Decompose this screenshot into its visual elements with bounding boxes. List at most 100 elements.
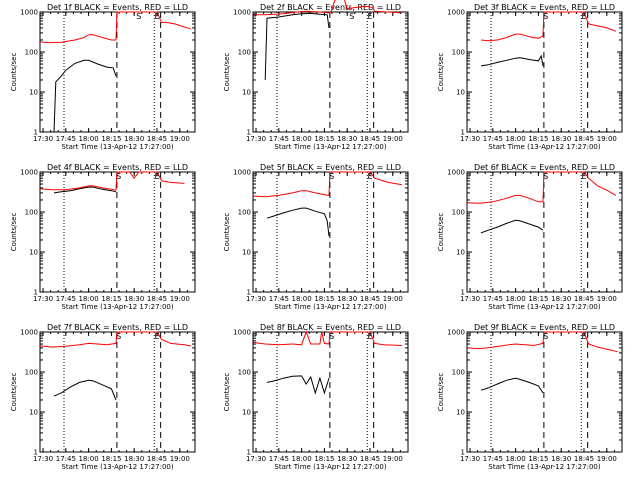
y-tick-label: 100 <box>452 369 465 377</box>
panel-1: Det 1f BLACK = Events, RED = LLD 17:30 17:… <box>10 3 196 151</box>
x-tick-label: 17:45 <box>483 135 503 143</box>
panel-8: Det 8f BLACK = Events, RED = LLD 17:30 17:… <box>223 323 409 471</box>
x-tick-label: 17:30 <box>460 295 480 303</box>
x-axis-label: Start Time (13-Apr-12 17:27:00) <box>61 303 173 311</box>
marker-s: S <box>329 332 334 341</box>
x-tick-label: 18:30 <box>551 135 571 143</box>
x-axis-label: Start Time (13-Apr-12 17:27:00) <box>274 463 386 471</box>
x-tick-label: 17:45 <box>269 135 289 143</box>
plot-frame <box>252 331 409 453</box>
y-tick-label: 1000 <box>447 9 465 17</box>
series-lld-red <box>40 11 191 44</box>
x-tick-label: 18:30 <box>124 295 144 303</box>
panel-4: Det 4f BLACK = Events, RED = LLD 17:30 17:… <box>10 163 196 311</box>
x-tick-label: 18:45 <box>574 135 594 143</box>
y-tick-label: 100 <box>238 209 251 217</box>
y-tick-label: 1000 <box>447 329 465 337</box>
marker-e: E <box>154 332 159 341</box>
panel-title: Det 4f BLACK = Events, RED = LLD <box>47 163 188 172</box>
x-tick-label: 17:30 <box>246 135 266 143</box>
x-tick-label: 17:30 <box>33 455 53 463</box>
plot-frame <box>252 171 409 293</box>
x-tick-label: 18:15 <box>314 295 334 303</box>
x-tick-label: 19:00 <box>383 135 403 143</box>
x-tick-label: 18:00 <box>79 295 99 303</box>
x-tick-label: 18:15 <box>314 455 334 463</box>
x-tick-label: 18:30 <box>337 455 357 463</box>
y-tick-label: 100 <box>452 49 465 57</box>
x-tick-label: 19:00 <box>597 455 617 463</box>
y-axis-label: Counts/sec <box>223 373 231 412</box>
panel-title: Det 1f BLACK = Events, RED = LLD <box>47 3 188 12</box>
series-events-black <box>53 379 117 401</box>
x-axis-label: Start Time (13-Apr-12 17:27:00) <box>274 143 386 151</box>
y-tick-label: 1000 <box>233 329 251 337</box>
x-tick-label: 18:30 <box>337 135 357 143</box>
x-tick-label: 18:15 <box>101 135 121 143</box>
y-tick-label: 10 <box>456 409 465 417</box>
x-tick-label: 18:00 <box>292 455 312 463</box>
marker-e: E <box>581 332 586 341</box>
series-events-black <box>264 12 330 81</box>
y-tick-label: 100 <box>452 209 465 217</box>
plot-frame <box>466 171 623 293</box>
x-tick-label: 18:45 <box>147 295 167 303</box>
x-tick-label: 18:30 <box>124 455 144 463</box>
y-tick-label: 10 <box>29 89 38 97</box>
plot-frame <box>39 11 196 133</box>
x-tick-label: 18:15 <box>528 135 548 143</box>
marker-s: S <box>116 172 121 181</box>
x-tick-label: 17:45 <box>269 295 289 303</box>
x-tick-label: 18:00 <box>506 295 526 303</box>
marker-s: S <box>136 12 141 21</box>
y-tick-label: 10 <box>242 89 251 97</box>
x-axis-label: Start Time (13-Apr-12 17:27:00) <box>488 143 600 151</box>
y-tick-label: 1000 <box>233 169 251 177</box>
panel-title: Det 2f BLACK = Events, RED = LLD <box>260 3 401 12</box>
x-axis-label: Start Time (13-Apr-12 17:27:00) <box>488 463 600 471</box>
y-tick-label: 1 <box>34 449 38 457</box>
x-tick-label: 17:45 <box>56 295 76 303</box>
y-axis-label: Counts/sec <box>223 53 231 92</box>
y-tick-label: 1 <box>247 449 251 457</box>
x-tick-label: 18:30 <box>337 295 357 303</box>
marker-s: S <box>116 332 121 341</box>
panel-title: Det 3f BLACK = Events, RED = LLD <box>474 3 615 12</box>
plot-frame <box>466 331 623 453</box>
panel-7: Det 7f BLACK = Events, RED = LLD 17:30 17:… <box>10 323 196 471</box>
y-tick-label: 1000 <box>447 169 465 177</box>
x-tick-label: 18:15 <box>101 295 121 303</box>
panel-2: Det 2f BLACK = Events, RED = LLD 17:30 17:… <box>223 0 409 151</box>
x-tick-label: 17:45 <box>56 135 76 143</box>
y-tick-label: 1 <box>247 289 251 297</box>
series-events-black <box>266 375 330 395</box>
x-tick-label: 18:45 <box>360 455 380 463</box>
x-tick-label: 19:00 <box>383 455 403 463</box>
x-tick-label: 17:30 <box>33 135 53 143</box>
panel-5: Det 5f BLACK = Events, RED = LLD 17:30 17:… <box>223 163 409 311</box>
marker-e: E <box>581 172 586 181</box>
x-tick-label: 18:15 <box>101 455 121 463</box>
series-lld-red <box>40 171 185 191</box>
x-tick-label: 18:45 <box>574 295 594 303</box>
x-tick-label: 19:00 <box>597 135 617 143</box>
x-axis-label: Start Time (13-Apr-12 17:27:00) <box>488 303 600 311</box>
panel-title: Det 8f BLACK = Events, RED = LLD <box>260 323 401 332</box>
x-tick-label: 19:00 <box>170 135 190 143</box>
y-tick-label: 1000 <box>20 9 38 17</box>
x-tick-label: 18:45 <box>147 455 167 463</box>
y-tick-label: 1000 <box>20 329 38 337</box>
series-events-black <box>53 186 117 194</box>
y-tick-label: 1000 <box>233 9 251 17</box>
y-axis-label: Counts/sec <box>437 373 445 412</box>
series-lld-red <box>253 171 402 198</box>
y-tick-label: 10 <box>456 89 465 97</box>
x-tick-label: 17:45 <box>56 455 76 463</box>
x-tick-label: 18:45 <box>360 135 380 143</box>
panel-3: Det 3f BLACK = Events, RED = LLD 17:30 17:… <box>437 3 623 151</box>
x-tick-label: 18:15 <box>528 455 548 463</box>
marker-s: S <box>543 172 548 181</box>
y-axis-label: Counts/sec <box>10 213 18 252</box>
x-tick-label: 17:30 <box>246 455 266 463</box>
